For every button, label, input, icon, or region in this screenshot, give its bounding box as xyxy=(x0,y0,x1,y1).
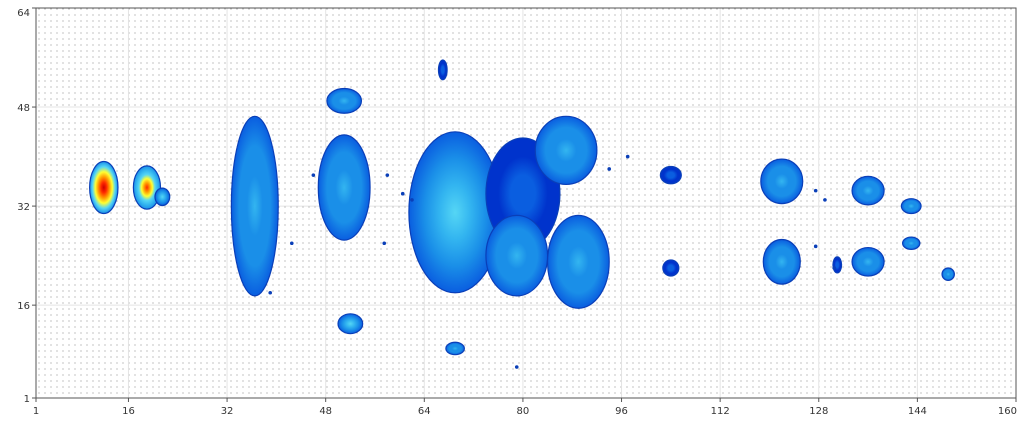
heat-speck-2 xyxy=(268,290,273,295)
heat-blob-6 xyxy=(337,313,364,335)
heat-speck-10 xyxy=(813,188,818,193)
heat-blob-1 xyxy=(132,165,162,210)
plot-border xyxy=(35,7,1017,399)
heat-speck-12 xyxy=(813,244,818,249)
y-tick-label-4: 64 xyxy=(17,8,30,19)
x-tick-label-3: 48 xyxy=(319,406,332,417)
heat-blob-5 xyxy=(326,87,363,114)
heat-blob-23 xyxy=(941,267,955,281)
heat-blob-3 xyxy=(230,115,279,297)
heat-speck-3 xyxy=(382,241,387,246)
x-tick-label-6: 96 xyxy=(615,406,628,417)
y-tick-label-3: 48 xyxy=(17,103,30,114)
x-tick-label-1: 16 xyxy=(122,406,135,417)
x-tick-label-7: 112 xyxy=(711,406,730,417)
heat-blob-17 xyxy=(762,238,801,285)
heat-speck-13 xyxy=(832,266,836,270)
heat-blob-11 xyxy=(485,214,549,297)
x-tick-label-9: 144 xyxy=(908,406,927,417)
heat-blob-22 xyxy=(901,236,921,251)
heat-blob-21 xyxy=(900,198,922,215)
heat-blob-7 xyxy=(437,59,448,81)
heat-speck-1 xyxy=(289,241,294,246)
heat-blob-2 xyxy=(154,187,171,207)
heat-speck-5 xyxy=(400,191,405,196)
x-axis-ticks: 1 16 32 48 64 80 96 112 128 144 160 xyxy=(33,398,1017,417)
heat-blobs xyxy=(89,59,955,356)
heat-blob-19 xyxy=(851,175,885,206)
heat-blob-8 xyxy=(445,341,465,356)
heat-speck-8 xyxy=(625,154,630,159)
x-tick-label-4: 64 xyxy=(418,406,431,417)
heat-speck-6 xyxy=(410,198,414,202)
y-tick-label-2: 32 xyxy=(17,202,30,213)
heat-blob-4 xyxy=(317,134,371,241)
heat-speck-7 xyxy=(607,167,612,171)
heat-speck-0 xyxy=(311,173,316,177)
heat-blob-15 xyxy=(662,259,680,277)
heat-speck-4 xyxy=(385,173,390,177)
heat-blob-18 xyxy=(832,256,843,274)
heat-blob-12 xyxy=(534,115,598,186)
y-axis-ticks: 1 16 32 48 64 xyxy=(17,7,36,405)
x-tick-label-10: 160 xyxy=(998,406,1017,417)
heat-blob-20 xyxy=(851,246,885,277)
heat-blob-0 xyxy=(89,160,119,215)
x-tick-label-2: 32 xyxy=(221,406,234,417)
heat-specks xyxy=(268,154,836,369)
x-tick-label-8: 128 xyxy=(809,406,828,417)
x-tick-label-0: 1 xyxy=(33,406,39,417)
x-tick-label-5: 80 xyxy=(517,406,530,417)
heat-speck-11 xyxy=(823,198,827,202)
heat-blob-13 xyxy=(546,214,610,309)
y-tick-label-0: 1 xyxy=(24,394,30,405)
heat-blob-14 xyxy=(659,165,682,185)
heat-blob-16 xyxy=(760,158,804,205)
y-tick-label-1: 16 xyxy=(17,301,30,312)
heat-speck-9 xyxy=(514,365,519,369)
